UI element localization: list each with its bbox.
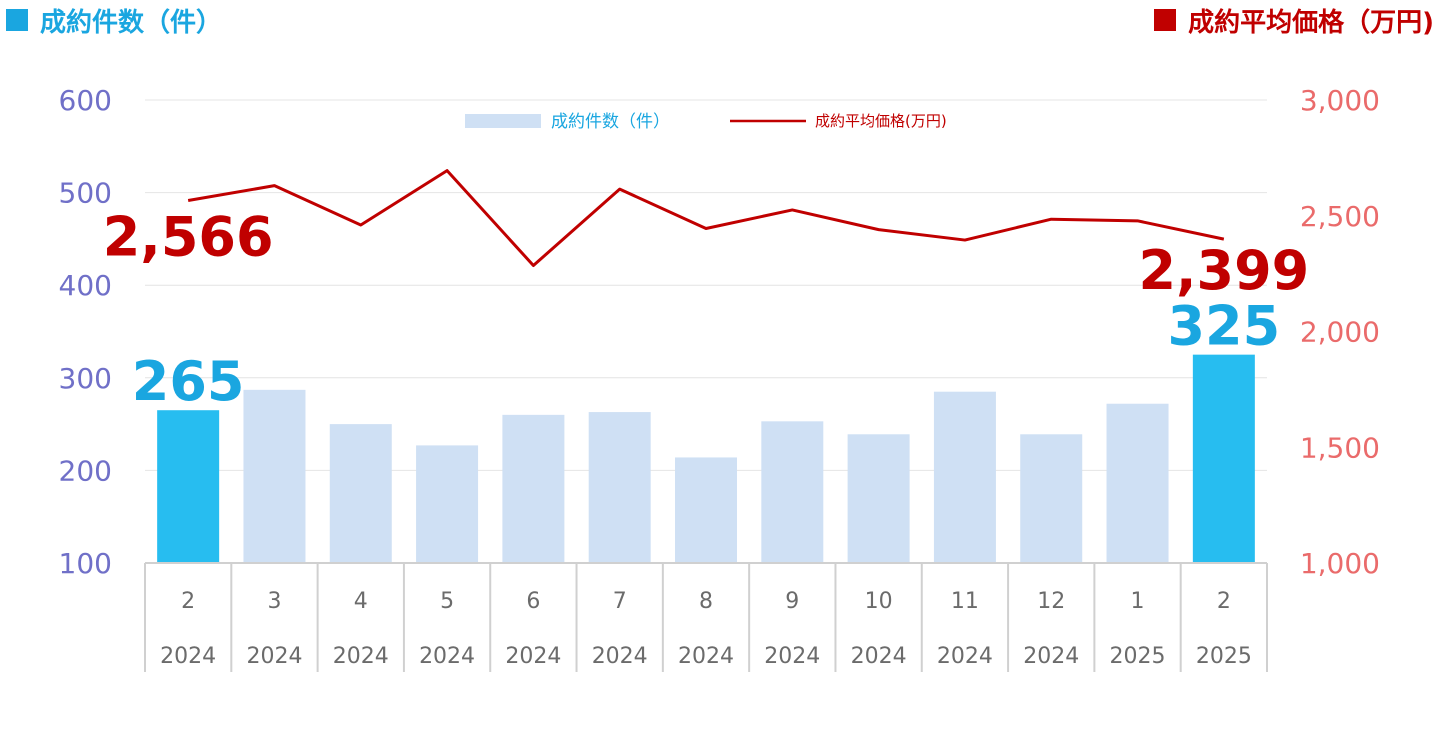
right-y-axis: 1,000 1,500 2,000 2,500 3,000 bbox=[1300, 84, 1380, 580]
x-tick-month: 9 bbox=[785, 589, 799, 614]
left-y-tick: 200 bbox=[59, 454, 112, 487]
bar-data-label: 265 bbox=[132, 350, 245, 413]
x-tick-year: 2025 bbox=[1196, 644, 1252, 669]
x-axis: 2 2024 3 2024 4 2024 5 2024 6 2024 7 2024 8 2024 9 2024… bbox=[144, 562, 1268, 672]
bar bbox=[761, 421, 824, 563]
right-y-tick: 1,500 bbox=[1300, 431, 1380, 464]
bar-data-label: 325 bbox=[1167, 295, 1280, 358]
x-tick-year: 2024 bbox=[592, 644, 648, 669]
x-tick-month: 7 bbox=[613, 589, 627, 614]
data-labels: 265 325 2,566 2,399 bbox=[103, 205, 1310, 413]
x-tick-year: 2024 bbox=[160, 644, 216, 669]
x-tick-year: 2024 bbox=[937, 644, 993, 669]
line-data-label: 2,399 bbox=[1138, 239, 1309, 302]
legend-bar-label: 成約件数（件） bbox=[551, 112, 670, 132]
bar bbox=[502, 414, 565, 563]
x-tick-month: 4 bbox=[354, 589, 368, 614]
left-series-marker bbox=[6, 9, 28, 31]
right-y-tick: 3,000 bbox=[1300, 84, 1380, 117]
x-tick-month: 10 bbox=[865, 589, 893, 614]
line-data-label: 2,566 bbox=[103, 205, 274, 268]
bar bbox=[243, 389, 306, 563]
left-y-axis: 100 200 300 400 500 600 bbox=[59, 84, 112, 580]
x-tick-year: 2024 bbox=[764, 644, 820, 669]
bar bbox=[847, 434, 910, 563]
right-axis-title-text: 成約平均価格（万円) bbox=[1188, 7, 1434, 38]
x-tick-year: 2024 bbox=[851, 644, 907, 669]
bar bbox=[1020, 434, 1083, 563]
bar bbox=[588, 412, 651, 563]
left-y-tick: 400 bbox=[59, 269, 112, 302]
right-axis-title: 成約平均価格（万円) bbox=[1154, 0, 1434, 40]
x-tick-year: 2024 bbox=[678, 644, 734, 669]
bar bbox=[675, 457, 737, 563]
x-tick-year: 2024 bbox=[246, 644, 302, 669]
x-tick-month: 8 bbox=[699, 589, 713, 614]
bar bbox=[1106, 403, 1169, 563]
bar bbox=[1192, 354, 1255, 563]
legend-bar-swatch bbox=[465, 114, 541, 128]
legend: 成約件数（件） 成約平均価格(万円) bbox=[465, 112, 947, 132]
x-tick-year: 2024 bbox=[1023, 644, 1079, 669]
left-axis-title-text: 成約件数（件） bbox=[40, 7, 223, 38]
x-tick-year: 2025 bbox=[1110, 644, 1166, 669]
bar bbox=[157, 410, 220, 563]
x-tick-month: 3 bbox=[267, 589, 281, 614]
x-tick-month: 12 bbox=[1037, 589, 1065, 614]
x-tick-month: 6 bbox=[526, 589, 540, 614]
x-tick-year: 2024 bbox=[333, 644, 389, 669]
right-y-tick: 2,000 bbox=[1300, 316, 1380, 349]
left-y-tick: 500 bbox=[59, 177, 112, 210]
bar bbox=[416, 445, 479, 563]
left-axis-title: 成約件数（件） bbox=[6, 0, 222, 40]
line-path bbox=[187, 169, 1225, 268]
x-tick-month: 1 bbox=[1131, 589, 1145, 614]
line-series bbox=[187, 169, 1225, 268]
x-tick-month: 11 bbox=[951, 589, 979, 614]
x-tick-year: 2024 bbox=[505, 644, 561, 669]
x-tick-month: 2 bbox=[1217, 589, 1231, 614]
left-y-tick: 600 bbox=[59, 84, 112, 117]
x-tick-month: 5 bbox=[440, 589, 454, 614]
left-y-tick: 300 bbox=[59, 362, 112, 395]
right-y-tick: 1,000 bbox=[1300, 547, 1380, 580]
x-tick-year: 2024 bbox=[419, 644, 475, 669]
bar-series bbox=[157, 354, 1255, 563]
left-y-tick: 100 bbox=[59, 547, 112, 580]
right-series-marker bbox=[1154, 9, 1177, 31]
x-tick-month: 2 bbox=[181, 589, 195, 614]
right-y-tick: 2,500 bbox=[1300, 200, 1380, 233]
legend-line-label: 成約平均価格(万円) bbox=[815, 112, 947, 130]
bar bbox=[933, 391, 996, 563]
bar bbox=[329, 424, 392, 563]
